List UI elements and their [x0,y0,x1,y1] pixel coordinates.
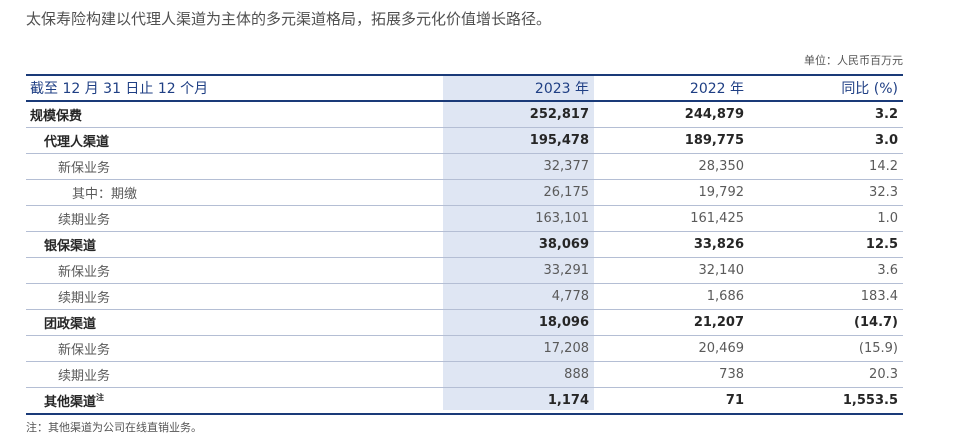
value-2023: 38,069 [443,231,594,258]
row-label: 新保业务 [58,343,111,358]
value-yoy: 14.2 [749,153,903,180]
value-yoy: 1,553.5 [749,387,903,415]
value-2023: 888 [443,361,594,388]
row-label-cell: 续期业务 [26,283,443,310]
row-label-cell: 其中：期缴 [26,179,443,206]
value-yoy: 32.3 [749,179,903,206]
value-yoy: (15.9) [749,335,903,362]
value-yoy: 20.3 [749,361,903,388]
row-label: 续期业务 [58,291,111,306]
value-2023: 18,096 [443,309,594,336]
row-label-cell: 续期业务 [26,205,443,232]
value-2022: 21,207 [594,309,749,336]
value-2023: 32,377 [443,153,594,180]
table-row: 新保业务 32,377 28,350 14.2 [26,153,903,180]
value-2023: 17,208 [443,335,594,362]
value-2022: 71 [594,387,749,415]
row-label-cell: 新保业务 [26,257,443,284]
table-row: 续期业务 888 738 20.3 [26,361,903,388]
value-2022: 189,775 [594,127,749,154]
row-label-cell: 其他渠道注 [26,387,443,415]
table-row: 新保业务 17,208 20,469 (15.9) [26,335,903,362]
row-label-cell: 银保渠道 [26,231,443,258]
value-2022: 1,686 [594,283,749,310]
value-yoy: 3.2 [749,101,903,128]
value-yoy: 12.5 [749,231,903,258]
premium-table: 截至 12 月 31 日止 12 个月 2023 年 2022 年 同比 (%)… [26,74,903,415]
row-label: 银保渠道 [44,239,97,254]
value-2022: 244,879 [594,101,749,128]
value-2023: 33,291 [443,257,594,284]
value-yoy: 3.0 [749,127,903,154]
value-2022: 738 [594,361,749,388]
table-row: 续期业务 163,101 161,425 1.0 [26,205,903,232]
value-yoy: 3.6 [749,257,903,284]
table-row: 新保业务 33,291 32,140 3.6 [26,257,903,284]
row-label: 代理人渠道 [44,135,110,150]
value-yoy: 183.4 [749,283,903,310]
value-2022: 161,425 [594,205,749,232]
table-row: 续期业务 4,778 1,686 183.4 [26,283,903,310]
footnote-marker: 注 [96,393,105,402]
value-2023: 26,175 [443,179,594,206]
row-label: 其中：期缴 [72,187,138,202]
row-label-cell: 代理人渠道 [26,127,443,154]
table-row: 其中：期缴 26,175 19,792 32.3 [26,179,903,206]
row-label: 续期业务 [58,213,111,228]
table-header: 截至 12 月 31 日止 12 个月 2023 年 2022 年 同比 (%) [26,75,903,101]
value-2023: 195,478 [443,127,594,154]
table-row: 团政渠道 18,096 21,207 (14.7) [26,309,903,336]
row-label-cell: 新保业务 [26,335,443,362]
row-label-cell: 团政渠道 [26,309,443,336]
row-label: 团政渠道 [44,317,97,332]
row-label-cell: 新保业务 [26,153,443,180]
row-label: 新保业务 [58,161,111,176]
unit-label: 单位：人民币百万元 [804,54,903,67]
footnote: 注：其他渠道为公司在线直销业务。 [26,421,202,434]
row-label: 规模保费 [30,109,83,124]
row-label: 新保业务 [58,265,111,280]
premium-table-container: 截至 12 月 31 日止 12 个月 2023 年 2022 年 同比 (%)… [26,74,903,415]
header-2022: 2022 年 [689,81,744,97]
row-label-cell: 续期业务 [26,361,443,388]
value-2022: 32,140 [594,257,749,284]
value-yoy: 1.0 [749,205,903,232]
header-yoy: 同比 (%) [841,81,898,97]
value-2023: 1,174 [443,387,594,415]
header-period: 截至 12 月 31 日止 12 个月 [30,81,209,97]
value-2023: 4,778 [443,283,594,310]
table-row: 其他渠道注 1,174 71 1,553.5 [26,387,903,415]
header-2023: 2023 年 [534,81,589,97]
table-body: 规模保费 252,817 244,879 3.2 代理人渠道 195,478 189,775… [26,101,903,415]
row-label-cell: 规模保费 [26,101,443,128]
row-label: 续期业务 [58,369,111,384]
row-label: 其他渠道 [44,395,97,410]
value-2023: 163,101 [443,205,594,232]
value-2022: 33,826 [594,231,749,258]
value-yoy: (14.7) [749,309,903,336]
value-2023: 252,817 [443,101,594,128]
table-row: 代理人渠道 195,478 189,775 3.0 [26,127,903,154]
value-2022: 20,469 [594,335,749,362]
value-2022: 28,350 [594,153,749,180]
value-2022: 19,792 [594,179,749,206]
table-row: 规模保费 252,817 244,879 3.2 [26,101,903,128]
header-row: 截至 12 月 31 日止 12 个月 2023 年 2022 年 同比 (%) [26,75,903,101]
table-row: 银保渠道 38,069 33,826 12.5 [26,231,903,258]
intro-text: 太保寿险构建以代理人渠道为主体的多元渠道格局，拓展多元化价值增长路径。 [26,10,552,28]
